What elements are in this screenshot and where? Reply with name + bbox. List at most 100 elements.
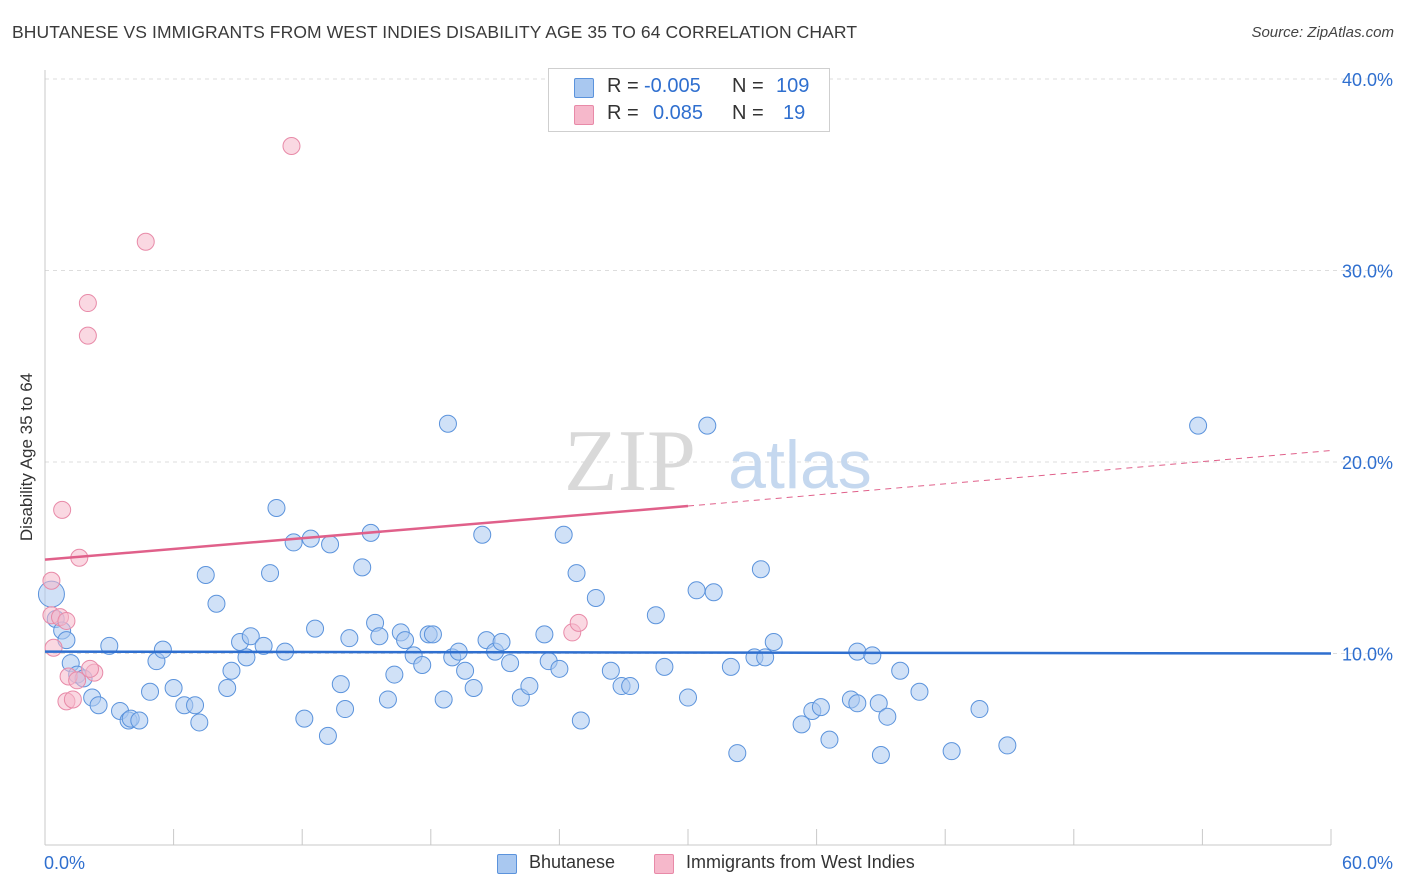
bhutanese-point <box>190 713 209 732</box>
bhutanese-point <box>728 744 747 763</box>
bhutanese-point <box>186 696 205 715</box>
bhutanese-point <box>267 498 286 517</box>
bhutanese-point <box>792 715 811 734</box>
bhutanese-point <box>751 560 770 579</box>
watermark-atlas: atlas <box>728 427 872 503</box>
bhutanese-point <box>130 711 149 730</box>
r-value: -0.005 <box>644 75 701 97</box>
bhutanese-point <box>571 711 590 730</box>
bhutanese-point <box>601 661 620 680</box>
bhutanese-point <box>306 619 325 638</box>
stats-row-west-indies: R = 0.085 N = 19 <box>549 101 829 127</box>
bhutanese-point <box>413 655 432 674</box>
bhutanese-point <box>254 636 273 655</box>
n-label: N = <box>732 75 764 97</box>
bhutanese-point <box>331 675 350 694</box>
legend-swatch-blue <box>497 854 517 874</box>
y-tick-label: 20.0% <box>1342 453 1393 473</box>
r-label: R = <box>607 102 639 124</box>
bhutanese-point <box>222 661 241 680</box>
r-label: R = <box>607 75 639 97</box>
west-indies-trendline-extension <box>687 450 1332 507</box>
bhutanese-point <box>434 690 453 709</box>
bhutanese-point <box>284 533 303 552</box>
west-indies-swatch <box>574 105 594 125</box>
bhutanese-point <box>567 564 586 583</box>
bhutanese-point <box>535 625 554 644</box>
bhutanese-point <box>970 700 989 719</box>
bhutanese-point <box>520 677 539 696</box>
bhutanese-point <box>550 659 569 678</box>
west-indies-point <box>569 613 588 632</box>
bhutanese-swatch <box>574 78 594 98</box>
x-tick-labels: 0.0% 60.0% <box>44 853 1393 873</box>
source-label: Source: ZipAtlas.com <box>1251 24 1394 41</box>
west-indies-point <box>81 659 100 678</box>
bhutanese-point <box>241 627 260 646</box>
bhutanese-point <box>878 707 897 726</box>
bhutanese-point <box>464 678 483 697</box>
bhutanese-point <box>811 698 830 717</box>
bhutanese-point <box>336 700 355 719</box>
stats-row-bhutanese: R = -0.005 N = 109 <box>549 74 829 100</box>
watermark: ZIP atlas <box>564 413 872 510</box>
bhutanese-point <box>196 565 215 584</box>
bhutanese-point <box>370 627 389 646</box>
bhutanese-point <box>385 665 404 684</box>
bhutanese-point <box>698 416 717 435</box>
west-indies-point <box>136 232 155 251</box>
bhutanese-point <box>501 654 520 673</box>
bhutanese-point <box>704 583 723 602</box>
bhutanese-point <box>438 414 457 433</box>
bhutanese-point <box>423 625 442 644</box>
chart-title: BHUTANESE VS IMMIGRANTS FROM WEST INDIES… <box>12 22 858 42</box>
bhutanese-point <box>153 640 172 659</box>
bhutanese-point <box>863 646 882 665</box>
x-ticks <box>173 829 1332 845</box>
bhutanese-point <box>756 648 775 667</box>
bhutanese-point <box>378 690 397 709</box>
bhutanese-point <box>321 535 340 554</box>
gridlines <box>45 78 1392 654</box>
legend-label-bhutanese: Bhutanese <box>529 852 616 872</box>
bhutanese-point <box>871 745 890 764</box>
bhutanese-point <box>295 709 314 728</box>
bhutanese-point <box>100 636 119 655</box>
bhutanese-point <box>998 736 1017 755</box>
legend-swatch-pink <box>654 854 674 874</box>
bhutanese-point <box>207 594 226 613</box>
bhutanese-point <box>621 677 640 696</box>
bhutanese-point <box>1189 416 1208 435</box>
bhutanese-point <box>218 678 237 697</box>
bhutanese-points <box>37 414 1208 764</box>
west-indies-point <box>57 611 76 630</box>
bhutanese-point <box>687 581 706 600</box>
west-indies-point <box>78 294 97 313</box>
west-indies-point <box>44 638 63 657</box>
bhutanese-point <box>820 730 839 749</box>
y-tick-labels: 10.0% 20.0% 30.0% 40.0% <box>1342 70 1393 665</box>
bhutanese-point <box>554 525 573 544</box>
r-value: 0.085 <box>653 102 704 124</box>
y-axis-label: Disability Age 35 to 64 <box>17 373 36 541</box>
west-indies-point <box>53 500 72 519</box>
bhutanese-point <box>456 661 475 680</box>
west-indies-point <box>282 137 301 156</box>
west-indies-trendline <box>44 504 689 561</box>
bhutanese-point <box>164 678 183 697</box>
bhutanese-point <box>891 661 910 680</box>
west-indies-point <box>68 671 87 690</box>
west-indies-point <box>42 571 61 590</box>
west-indies-point <box>63 690 82 709</box>
n-label: N = <box>732 102 764 124</box>
y-tick-label: 30.0% <box>1342 262 1393 282</box>
bhutanese-point <box>492 633 511 652</box>
bhutanese-point <box>353 558 372 577</box>
bhutanese-point <box>586 588 605 607</box>
bhutanese-point <box>396 631 415 650</box>
y-tick-label: 40.0% <box>1342 70 1393 90</box>
bhutanese-point <box>340 629 359 648</box>
n-value: 109 <box>776 75 810 97</box>
bhutanese-point <box>764 633 783 652</box>
